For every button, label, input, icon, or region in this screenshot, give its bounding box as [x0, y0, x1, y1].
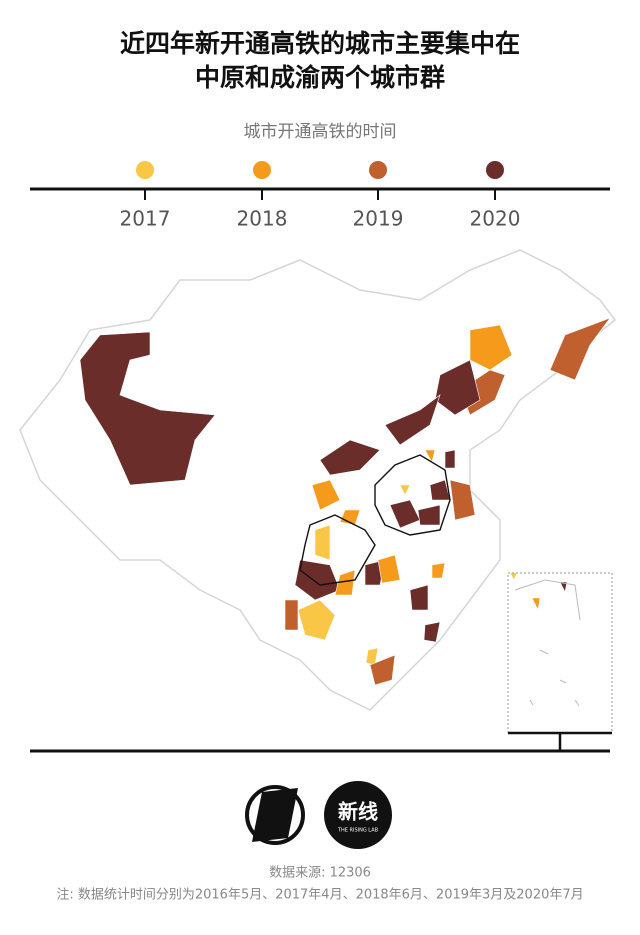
city-region: [294, 559, 341, 601]
city-region: [399, 484, 411, 496]
legend-swatch: [253, 161, 271, 179]
title-line: 中原和成渝两个城市群: [195, 63, 445, 92]
logo-left: [245, 785, 305, 845]
logo-subtitle: THE RISING LAB: [337, 828, 379, 834]
legend-swatch: [136, 161, 154, 179]
inset-bracket: [508, 731, 612, 751]
city-region: [297, 599, 336, 641]
city-region: [377, 554, 401, 584]
city-region: [444, 449, 456, 469]
inset-frame: [507, 572, 613, 734]
central-plains-outline: [374, 454, 451, 536]
legend-swatch: [369, 161, 387, 179]
country-outline: [19, 249, 617, 711]
legend: 2017 2018 2019 2020: [120, 161, 521, 231]
city-region: [284, 599, 299, 631]
chengyu-outline: [299, 514, 376, 586]
title-line: 近四年新开通高铁的城市主要集中在: [120, 29, 520, 58]
inset-map: [514, 579, 581, 707]
legend-title: 城市开通高铁的时间: [244, 122, 397, 142]
logo-right: 新线 THE RISING LAB: [324, 781, 392, 849]
logo-text: 新线: [338, 800, 378, 824]
legend-label: 2017: [120, 207, 171, 231]
city-region: [369, 654, 396, 686]
city-region: [417, 504, 441, 526]
map: [19, 249, 617, 734]
city-region: [423, 621, 441, 643]
city-region: [449, 479, 476, 521]
source: 数据来源: 12306: [269, 866, 371, 881]
legend-label: 2020: [470, 207, 521, 231]
city-region: [311, 479, 341, 511]
city-region: [509, 572, 518, 581]
city-region: [549, 317, 611, 381]
city-region: [469, 324, 513, 371]
city-region: [559, 581, 568, 593]
city-region: [434, 359, 481, 416]
city-region: [424, 449, 436, 463]
note: 注: 数据统计时间分别为2016年5月、2017年4月、2018年6月、2019…: [56, 888, 583, 903]
legend-swatch: [486, 161, 504, 179]
city-region: [314, 524, 331, 561]
city-region: [384, 394, 441, 446]
city-region: [79, 331, 216, 486]
city-region: [431, 562, 446, 579]
city-region: [334, 569, 356, 596]
city-region: [531, 597, 541, 611]
legend-label: 2018: [237, 207, 288, 231]
city-region: [319, 439, 381, 476]
city-region: [409, 584, 429, 611]
legend-label: 2019: [353, 207, 404, 231]
